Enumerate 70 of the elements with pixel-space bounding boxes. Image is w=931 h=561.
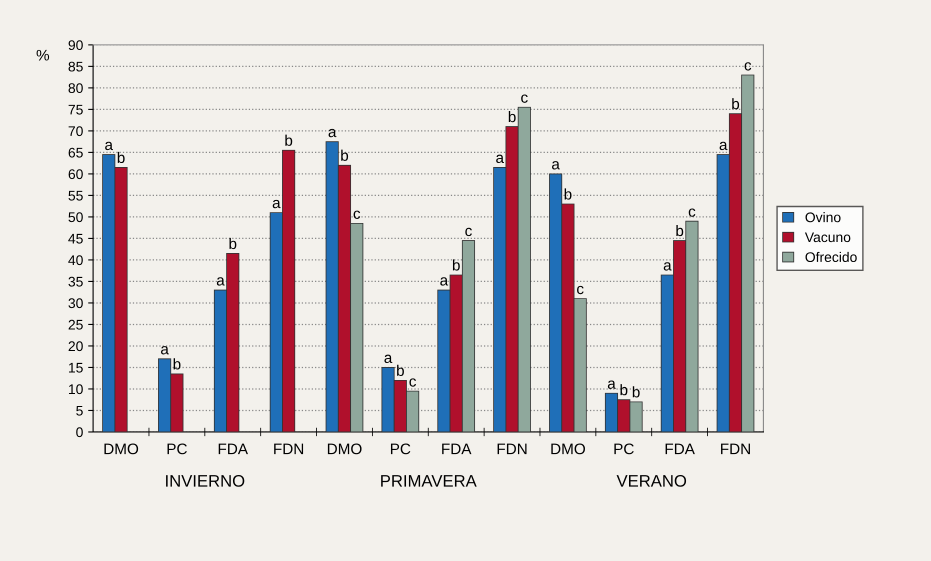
data-label: a <box>720 142 728 150</box>
data-label: b <box>620 384 628 396</box>
y-tick-label: 20 <box>68 341 83 352</box>
y-tick-label: 65 <box>68 148 83 158</box>
legend-label: Ofrecido <box>806 252 857 262</box>
y-tick-label: 90 <box>68 40 83 50</box>
x-tick-label: FDA <box>666 444 695 454</box>
data-label: a <box>664 262 672 271</box>
data-label: c <box>577 286 584 294</box>
y-axis-title: % <box>36 50 50 61</box>
data-label: a <box>608 380 616 389</box>
data-label: a <box>328 128 336 138</box>
x-tick-label: DMO <box>328 443 362 454</box>
legend-label: Vacuno <box>804 232 850 242</box>
y-tick-label: 75 <box>68 104 83 115</box>
data-label: a <box>216 277 225 286</box>
data-label: c <box>409 378 416 387</box>
y-tick-label: 70 <box>68 126 83 136</box>
data-label: b <box>174 358 180 370</box>
data-label: c <box>354 210 360 219</box>
text: PRIMAVERA <box>381 475 477 487</box>
y-tick-label: 10 <box>68 384 83 394</box>
x-tick-label: DMO <box>551 443 585 454</box>
data-label: c <box>688 208 696 217</box>
data-label: b <box>508 110 516 122</box>
data-label: c <box>521 94 528 103</box>
data-label: c <box>465 228 472 236</box>
data-label: b <box>341 150 348 161</box>
data-label: a <box>105 142 113 150</box>
x-tick-label: FDA <box>218 444 248 454</box>
data-label: b <box>229 238 236 250</box>
data-label: b <box>564 188 572 200</box>
data-label: b <box>285 134 292 146</box>
legend-label: Ovino <box>806 212 841 222</box>
x-tick-label: PC <box>168 443 187 454</box>
data-label: b <box>676 224 684 236</box>
x-tick-label: FDA <box>442 444 472 454</box>
y-tick-label: 45 <box>68 234 83 244</box>
data-label: b <box>118 152 125 164</box>
y-tick-label: 50 <box>68 212 83 222</box>
x-tick-label: PC <box>390 443 410 454</box>
data-label: a <box>552 161 560 170</box>
y-tick-label: 85 <box>68 62 83 72</box>
x-tick-label: DMO <box>104 443 138 454</box>
y-tick-label: 80 <box>68 83 83 94</box>
data-label: a <box>496 154 504 164</box>
x-tick-label: FDN <box>274 444 304 454</box>
data-label: b <box>397 364 404 376</box>
x-tick-label: FDN <box>721 444 750 454</box>
y-tick-label: 0 <box>76 427 83 438</box>
x-tick-label: PC <box>614 443 634 454</box>
text: VERANO <box>616 474 686 487</box>
data-label: c <box>744 62 752 71</box>
x-tick-label: FDN <box>498 444 527 454</box>
y-tick-label: 35 <box>68 276 83 287</box>
text: INVIERNO <box>166 474 244 487</box>
data-label: a <box>440 277 448 286</box>
y-tick-label: 30 <box>68 298 83 308</box>
data-label: b <box>452 259 460 271</box>
data-label: a <box>384 354 392 364</box>
y-tick-label: 60 <box>68 169 83 180</box>
y-tick-label: 55 <box>68 190 83 201</box>
data-label: b <box>732 98 740 110</box>
y-tick-label: 40 <box>68 255 83 266</box>
y-tick-label: 5 <box>76 406 83 416</box>
y-tick-label: 25 <box>68 320 83 330</box>
y-tick-label: 15 <box>68 362 83 373</box>
data-label: b <box>632 386 640 398</box>
data-label: a <box>272 200 281 208</box>
data-label: a <box>161 346 169 354</box>
